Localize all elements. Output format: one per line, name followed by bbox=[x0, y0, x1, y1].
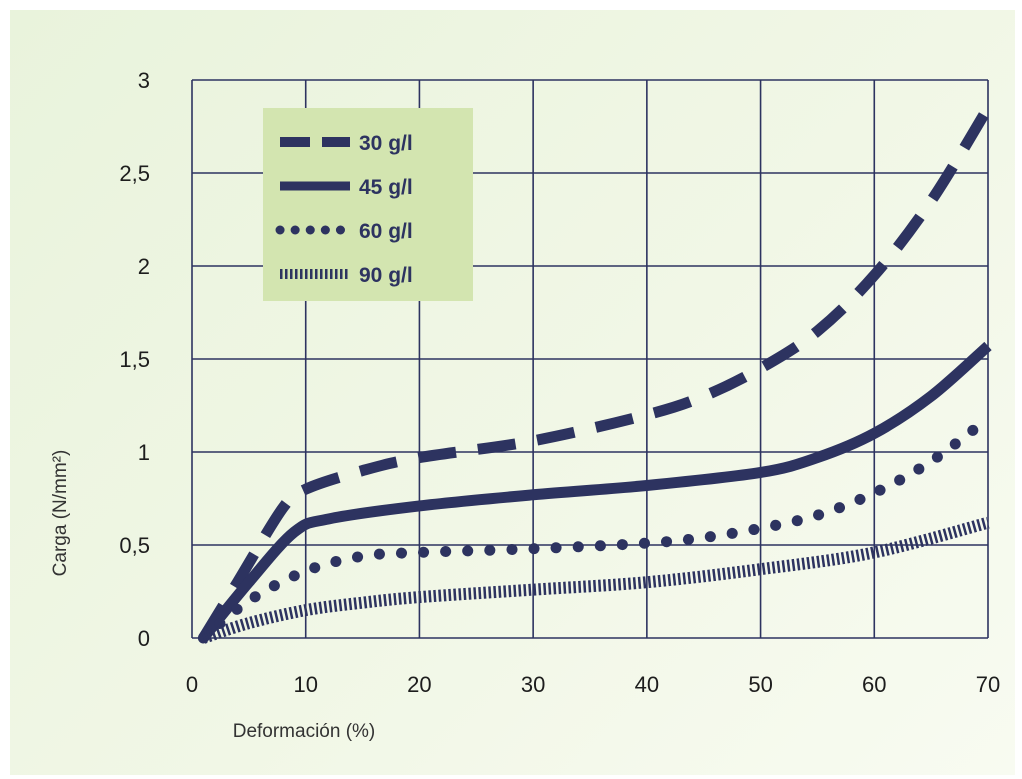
y-tick-label: 1 bbox=[138, 440, 150, 465]
y-tick-label: 0 bbox=[138, 626, 150, 651]
legend-label: 45 g/l bbox=[359, 176, 413, 199]
series-group bbox=[197, 105, 994, 644]
y-axis-ticks: 0 0,5 1 1,5 2 2,5 3 bbox=[119, 68, 150, 651]
legend: 30 g/l 45 g/l 60 g/l 90 g/l bbox=[263, 108, 473, 301]
y-tick-label: 0,5 bbox=[119, 533, 150, 558]
x-tick-label: 70 bbox=[976, 672, 1000, 697]
y-tick-label: 1,5 bbox=[119, 347, 150, 372]
x-tick-label: 30 bbox=[521, 672, 545, 697]
x-axis-ticks: 0 10 20 30 40 50 60 70 bbox=[186, 672, 1000, 697]
legend-items: 30 g/l 45 g/l 60 g/l 90 g/l bbox=[275, 132, 413, 287]
x-axis-title: Deformación (%) bbox=[233, 721, 376, 742]
chart-panel bbox=[10, 10, 1015, 775]
legend-label: 30 g/l bbox=[359, 132, 413, 155]
x-tick-label: 0 bbox=[186, 672, 198, 697]
series-line-90-g-l bbox=[201, 516, 990, 644]
y-tick-label: 3 bbox=[138, 68, 150, 93]
y-tick-label: 2,5 bbox=[119, 161, 150, 186]
x-tick-label: 10 bbox=[293, 672, 317, 697]
series-line-45-g-l bbox=[199, 341, 992, 642]
x-tick-label: 60 bbox=[862, 672, 886, 697]
x-tick-label: 20 bbox=[407, 672, 431, 697]
y-axis-title: Carga (N/mm²) bbox=[50, 450, 71, 577]
y-tick-label: 2 bbox=[138, 254, 150, 279]
legend-label: 90 g/l bbox=[359, 264, 413, 287]
legend-label: 60 g/l bbox=[359, 220, 413, 243]
series-line-30-g-l bbox=[198, 105, 993, 641]
x-tick-label: 50 bbox=[748, 672, 772, 697]
x-tick-label: 40 bbox=[635, 672, 659, 697]
